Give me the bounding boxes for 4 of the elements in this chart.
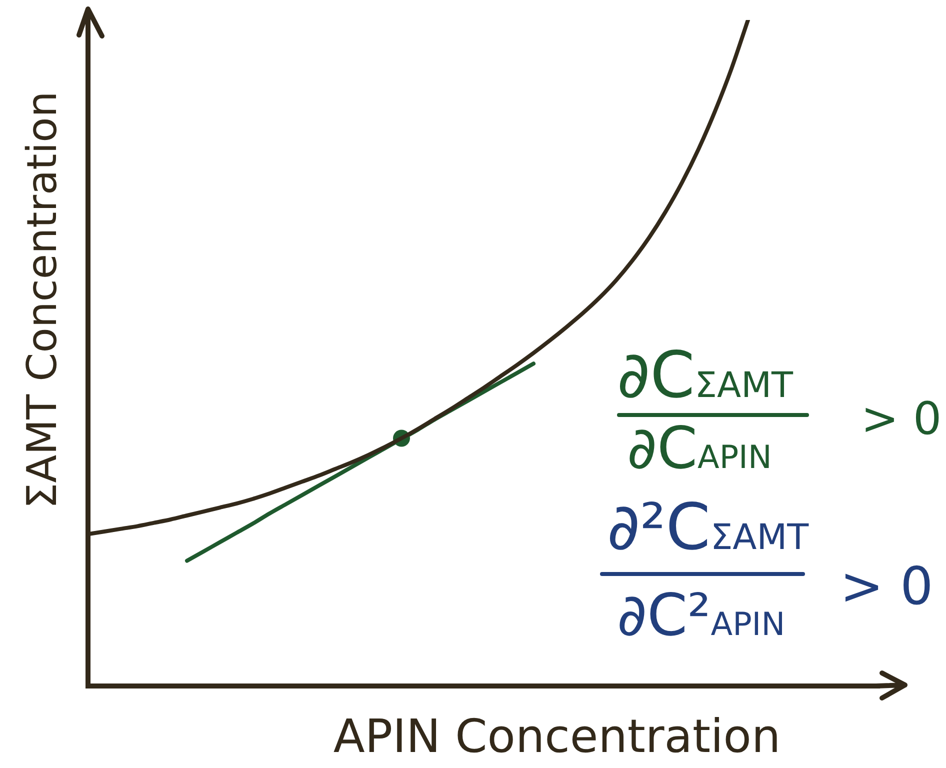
text: > 0 <box>861 392 942 445</box>
text: > 0 <box>840 557 934 617</box>
y-axis-title: ΣAMT Concentration <box>17 90 67 511</box>
x-axis-title: APIN Concentration <box>332 709 782 763</box>
